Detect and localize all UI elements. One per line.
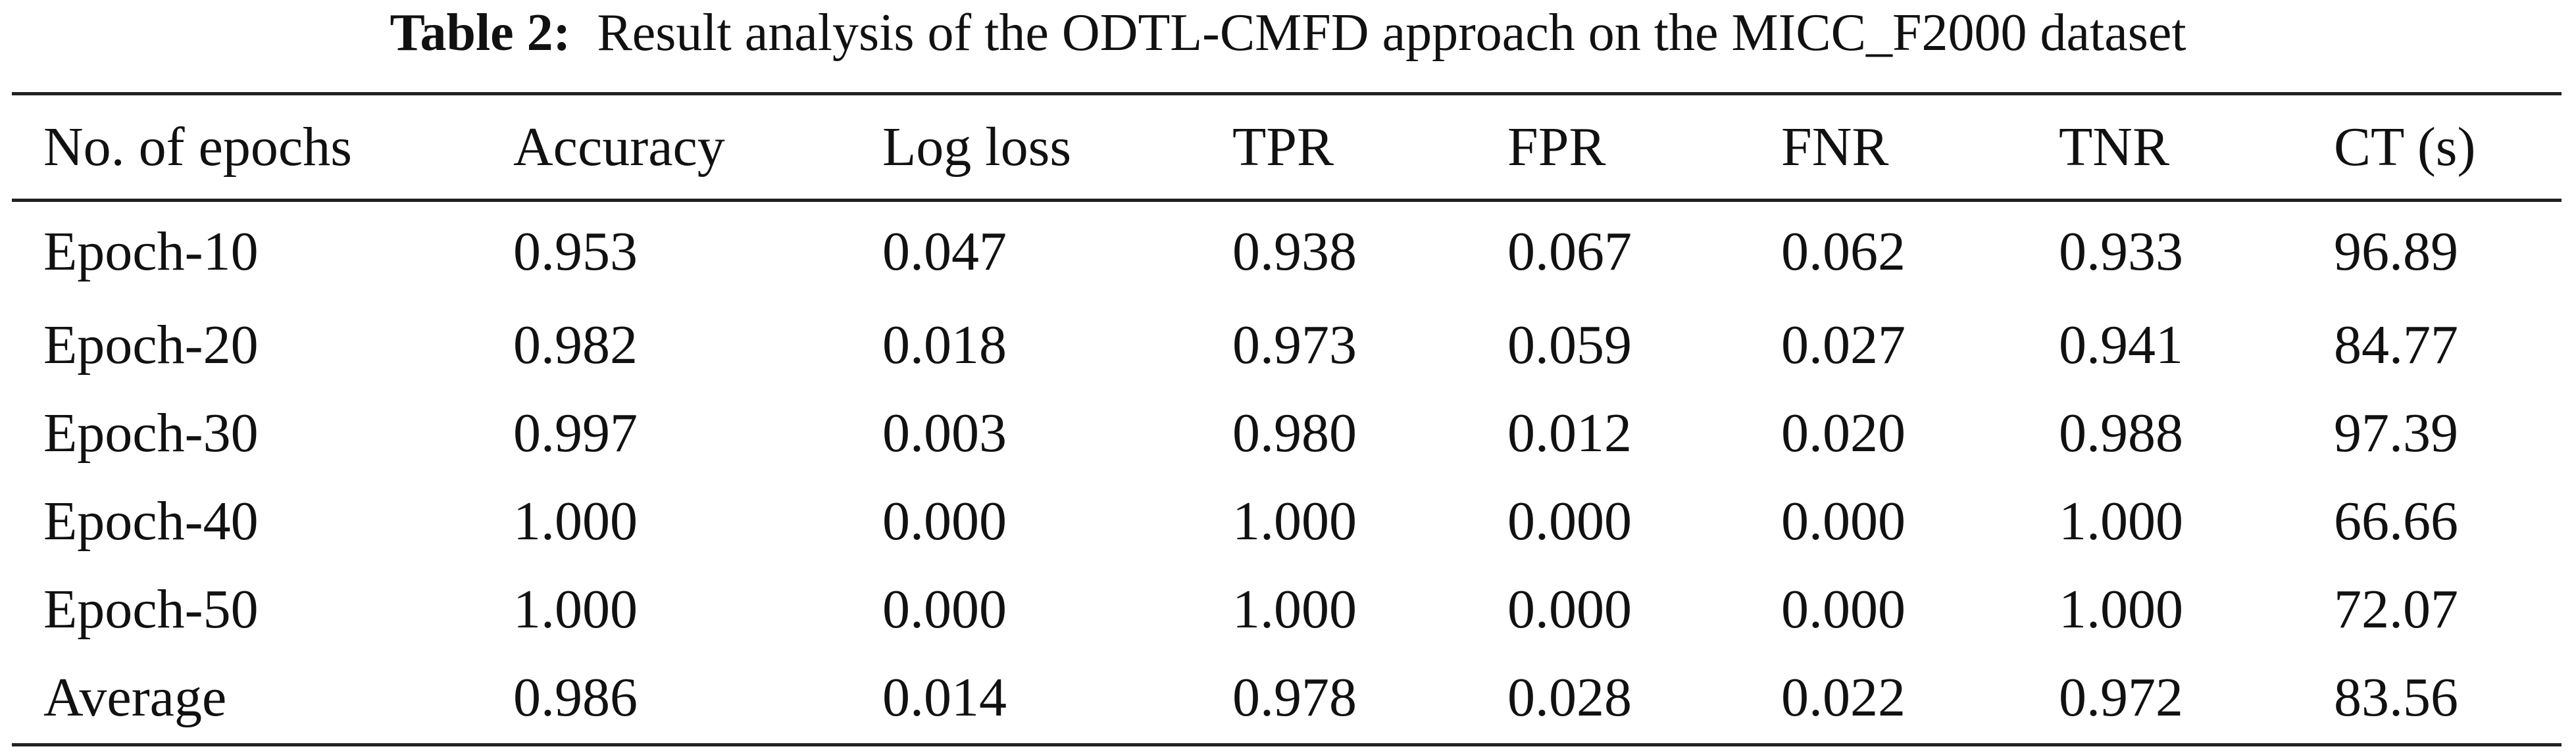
cell-accuracy: 0.997 — [513, 402, 638, 464]
table-row: Epoch-10 0.953 0.047 0.938 0.067 0.062 0… — [12, 202, 2562, 301]
cell-tnr: 1.000 — [2059, 578, 2183, 640]
table-row: Epoch-20 0.982 0.018 0.973 0.059 0.027 0… — [12, 301, 2562, 389]
cell-log-loss: 0.000 — [882, 490, 1007, 552]
table-row: Epoch-50 1.000 0.000 1.000 0.000 0.000 1… — [12, 565, 2562, 653]
header-fpr: FPR — [1507, 116, 1606, 178]
cell-ct: 72.07 — [2334, 578, 2458, 640]
caption-text: Result analysis of the ODTL-CMFD approac… — [597, 4, 2186, 62]
cell-fnr: 0.020 — [1781, 402, 1906, 464]
results-table: No. of epochs Accuracy Log loss TPR FPR … — [12, 92, 2562, 741]
table-row: Epoch-30 0.997 0.003 0.980 0.012 0.020 0… — [12, 389, 2562, 477]
header-epochs: No. of epochs — [43, 116, 352, 178]
cell-tpr: 1.000 — [1232, 578, 1357, 640]
cell-fpr: 0.000 — [1507, 490, 1632, 552]
header-tnr: TNR — [2059, 116, 2169, 178]
cell-fnr: 0.000 — [1781, 490, 1906, 552]
header-row: No. of epochs Accuracy Log loss TPR FPR … — [12, 92, 2562, 202]
cell-fnr: 0.062 — [1781, 220, 1906, 282]
header-fnr: FNR — [1781, 116, 1889, 178]
cell-tpr: 1.000 — [1232, 490, 1357, 552]
cell-fnr: 0.022 — [1781, 666, 1906, 728]
cell-tnr: 1.000 — [2059, 490, 2183, 552]
cell-ct: 83.56 — [2334, 666, 2458, 728]
cell-log-loss: 0.014 — [882, 666, 1007, 728]
cell-tnr: 0.972 — [2059, 666, 2183, 728]
cell-accuracy: 0.982 — [513, 314, 638, 376]
cell-epoch: Epoch-20 — [43, 314, 259, 376]
cell-ct: 97.39 — [2334, 402, 2458, 464]
cell-fnr: 0.027 — [1781, 314, 1906, 376]
cell-epoch: Epoch-40 — [43, 490, 259, 552]
cell-log-loss: 0.018 — [882, 314, 1007, 376]
header-accuracy: Accuracy — [513, 116, 725, 178]
cell-ct: 84.77 — [2334, 314, 2458, 376]
caption-label: Table 2: — [390, 4, 571, 62]
cell-ct: 66.66 — [2334, 490, 2458, 552]
top-rule — [12, 92, 2562, 95]
cell-epoch: Epoch-50 — [43, 578, 259, 640]
cell-log-loss: 0.003 — [882, 402, 1007, 464]
cell-log-loss: 0.047 — [882, 220, 1007, 282]
cell-accuracy: 1.000 — [513, 578, 638, 640]
cell-fpr: 0.067 — [1507, 220, 1632, 282]
cell-fnr: 0.000 — [1781, 578, 1906, 640]
table-caption: Table 2: Result analysis of the ODTL-CMF… — [0, 0, 2576, 85]
table-row: Epoch-40 1.000 0.000 1.000 0.000 0.000 1… — [12, 477, 2562, 565]
cell-epoch: Epoch-30 — [43, 402, 259, 464]
cell-epoch: Average — [43, 666, 227, 728]
cell-log-loss: 0.000 — [882, 578, 1007, 640]
cell-fpr: 0.059 — [1507, 314, 1632, 376]
cell-epoch: Epoch-10 — [43, 220, 259, 282]
cell-tpr: 0.973 — [1232, 314, 1357, 376]
cell-tpr: 0.938 — [1232, 220, 1357, 282]
header-tpr: TPR — [1232, 116, 1334, 178]
header-rule — [12, 199, 2562, 202]
cell-tnr: 0.988 — [2059, 402, 2183, 464]
bottom-rule — [12, 743, 2562, 746]
cell-fpr: 0.012 — [1507, 402, 1632, 464]
header-log-loss: Log loss — [882, 116, 1072, 178]
cell-accuracy: 0.986 — [513, 666, 638, 728]
cell-tpr: 0.980 — [1232, 402, 1357, 464]
cell-fpr: 0.000 — [1507, 578, 1632, 640]
cell-ct: 96.89 — [2334, 220, 2458, 282]
cell-tnr: 0.933 — [2059, 220, 2183, 282]
cell-tpr: 0.978 — [1232, 666, 1357, 728]
cell-accuracy: 0.953 — [513, 220, 638, 282]
cell-accuracy: 1.000 — [513, 490, 638, 552]
header-ct: CT (s) — [2334, 116, 2476, 178]
table-row: Average 0.986 0.014 0.978 0.028 0.022 0.… — [12, 653, 2562, 741]
cell-tnr: 0.941 — [2059, 314, 2183, 376]
cell-fpr: 0.028 — [1507, 666, 1632, 728]
